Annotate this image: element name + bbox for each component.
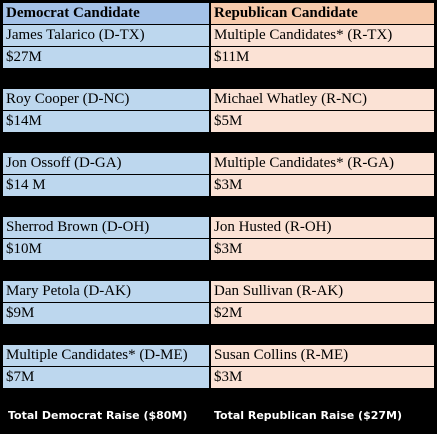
raise-amount: $10M [3, 239, 209, 260]
candidate-name: Sherrod Brown (D-OH) [3, 217, 209, 238]
candidate-name: Multiple Candidates* (D-ME) [3, 345, 209, 366]
raise-amount: $3M [211, 175, 434, 196]
candidate-name: Roy Cooper (D-NC) [3, 89, 209, 110]
candidate-name: Mary Petola (D-AK) [3, 281, 209, 302]
raise-amount: $11M [211, 47, 434, 68]
raise-amount: $2M [211, 303, 434, 324]
candidate-name: Susan Collins (R-ME) [211, 345, 434, 366]
header-cell: Democrat Candidate [3, 3, 209, 24]
raise-amount: $14 M [3, 175, 209, 196]
candidate-name: Dan Sullivan (R-AK) [211, 281, 434, 302]
raise-amount: $3M [211, 239, 434, 260]
total: Total Republican Raise ($27M) [214, 409, 402, 422]
candidate-name: James Talarico (D-TX) [3, 25, 209, 46]
raise-amount: $27M [3, 47, 209, 68]
raise-amount: $14M [3, 111, 209, 132]
header-cell: Republican Candidate [211, 3, 434, 24]
raise-amount: $3M [211, 367, 434, 388]
candidate-name: Michael Whatley (R-NC) [211, 89, 434, 110]
raise-amount: $7M [3, 367, 209, 388]
candidate-name: Multiple Candidates* (R-TX) [211, 25, 434, 46]
candidate-name: Multiple Candidates* (R-GA) [211, 153, 434, 174]
raise-amount: $9M [3, 303, 209, 324]
candidate-name: Jon Husted (R-OH) [211, 217, 434, 238]
total: Total Democrat Raise ($80M) [8, 409, 188, 422]
candidate-name: Jon Ossoff (D-GA) [3, 153, 209, 174]
raise-amount: $5M [211, 111, 434, 132]
